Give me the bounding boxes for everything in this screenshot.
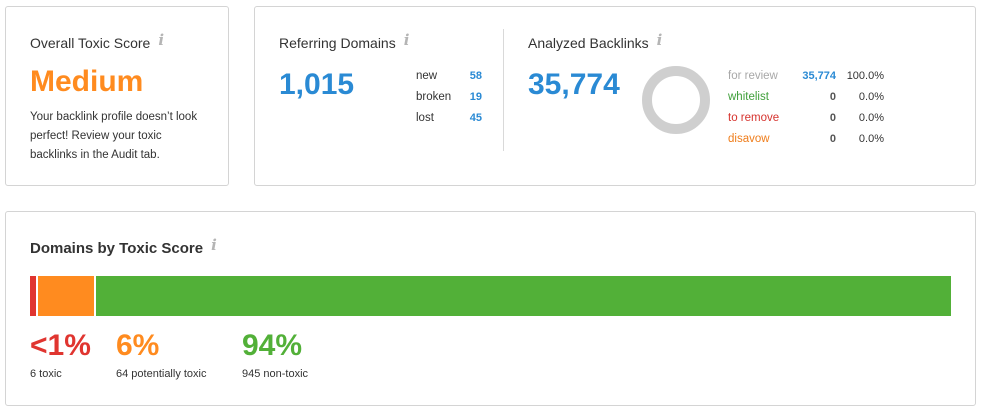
potentially-toxic-caption: 64 potentially toxic <box>116 368 207 380</box>
info-icon[interactable]: i <box>656 31 663 49</box>
info-icon[interactable]: i <box>211 236 217 254</box>
stat-row-broken: broken 19 <box>416 86 482 107</box>
stat-row-whitelist: whitelist 0 0.0% <box>728 86 884 107</box>
referring-domains-stats: new 58 broken 19 lost 45 <box>416 65 482 128</box>
stat-count: 0 <box>829 111 836 124</box>
toxic-score-card: Overall Toxic Score i Medium Your backlin… <box>5 6 229 186</box>
stat-count-link[interactable]: 35,774 <box>802 69 836 82</box>
stat-row-for-review: for review 35,774 100.0% <box>728 65 884 86</box>
section-divider <box>503 29 504 151</box>
stat-row-disavow: disavow 0 0.0% <box>728 128 884 149</box>
analyzed-backlinks-heading: Analyzed Backlinks i <box>528 31 663 52</box>
stat-row-new: new 58 <box>416 65 482 86</box>
stat-percent: 0.0% <box>858 132 884 145</box>
info-icon[interactable]: i <box>158 31 165 49</box>
domains-by-toxic-score-card: Domains by Toxic Score i <1% 6 toxic 6% 6… <box>5 211 976 406</box>
donut-ring-for-review <box>642 66 710 134</box>
stat-label: to remove <box>728 111 780 124</box>
analyzed-backlinks-stats: for review 35,774 100.0% whitelist 0 0.0… <box>728 65 884 149</box>
backlinks-overview-card: Referring Domains i 1,015 new 58 broken 1… <box>254 6 976 186</box>
stat-value-link[interactable]: 58 <box>469 69 482 82</box>
domains-by-toxic-score-title: Domains by Toxic Score <box>30 240 204 257</box>
backlinks-donut-chart <box>642 66 710 134</box>
stat-label: broken <box>416 90 452 103</box>
stat-row-to-remove: to remove 0 0.0% <box>728 107 884 128</box>
toxic-summary: <1% 6 toxic <box>30 329 91 380</box>
stat-label: disavow <box>728 132 770 145</box>
referring-domains-title: Referring Domains <box>279 35 396 51</box>
toxic-score-title: Overall Toxic Score <box>30 35 151 51</box>
stat-label: whitelist <box>728 90 769 103</box>
potentially-toxic-summary: 6% 64 potentially toxic <box>116 329 207 380</box>
toxic-score-heading: Overall Toxic Score i <box>30 31 165 52</box>
bar-segment-toxic[interactable] <box>30 276 36 316</box>
non-toxic-caption: 945 non-toxic <box>242 368 309 380</box>
referring-domains-heading: Referring Domains i <box>279 31 410 52</box>
toxic-score-description: Your backlink profile doesn’t look perfe… <box>30 111 198 161</box>
referring-domains-total[interactable]: 1,015 <box>279 68 355 101</box>
toxic-percent: <1% <box>30 329 91 362</box>
potentially-toxic-percent: 6% <box>116 329 160 362</box>
stat-percent: 0.0% <box>858 111 884 124</box>
stat-percent: 0.0% <box>858 90 884 103</box>
stat-label: new <box>416 69 438 82</box>
stat-count: 0 <box>829 132 836 145</box>
non-toxic-summary: 94% 945 non-toxic <box>242 329 308 380</box>
stat-percent: 100.0% <box>846 69 884 82</box>
toxic-score-level: Medium <box>30 65 144 98</box>
stat-row-lost: lost 45 <box>416 107 482 128</box>
stat-label: for review <box>728 69 778 82</box>
analyzed-backlinks-total[interactable]: 35,774 <box>528 68 620 101</box>
bar-segment-potentially-toxic[interactable] <box>35 276 94 316</box>
domains-by-toxic-score-heading: Domains by Toxic Score i <box>30 236 217 257</box>
bar-segment-non-toxic[interactable] <box>93 276 951 316</box>
non-toxic-percent: 94% <box>242 329 303 362</box>
info-icon[interactable]: i <box>403 31 410 49</box>
toxic-caption: 6 toxic <box>30 368 62 380</box>
stat-value-link[interactable]: 19 <box>469 90 482 103</box>
stat-count: 0 <box>829 90 836 103</box>
stat-label: lost <box>416 111 434 124</box>
toxic-score-stacked-bar <box>30 276 951 316</box>
stat-value-link[interactable]: 45 <box>469 111 482 124</box>
analyzed-backlinks-title: Analyzed Backlinks <box>528 35 649 51</box>
